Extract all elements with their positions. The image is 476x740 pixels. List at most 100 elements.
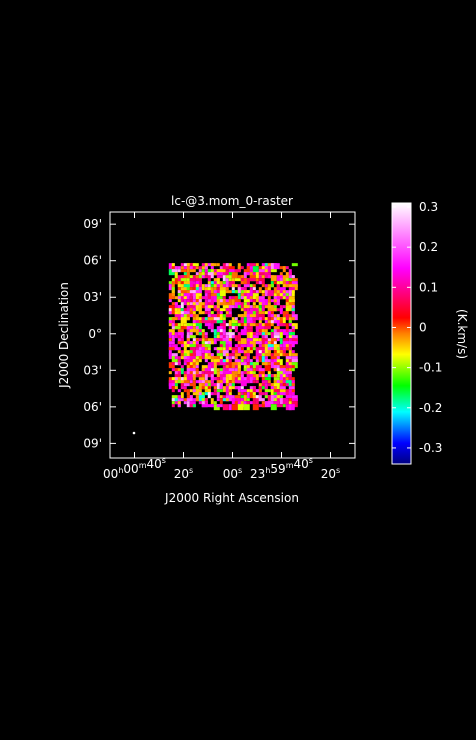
colorbar-tick-label: 0 [419, 320, 427, 334]
map-pixel [174, 278, 178, 285]
map-pixel [285, 374, 289, 378]
x-tick-value: 00 [123, 462, 138, 476]
map-pixel [225, 392, 229, 396]
x-tick-unit: s [238, 466, 242, 475]
map-pixel [222, 380, 226, 384]
map-pixel [291, 350, 295, 354]
x-tick-unit: s [309, 456, 313, 465]
map-pixel [204, 275, 208, 279]
map-pixel [195, 266, 199, 270]
x-tick-label: 00s [223, 466, 242, 481]
map-pixel [174, 266, 178, 270]
map-pixel [177, 269, 181, 273]
map-pixel [216, 293, 220, 297]
map-pixel [252, 272, 259, 276]
map-pixel [204, 272, 208, 276]
map-pixel [168, 284, 172, 291]
map-pixel [219, 332, 223, 336]
colorbar-tick-label: 0.2 [419, 240, 438, 254]
map-pixel [207, 275, 211, 279]
map-pixel [273, 335, 280, 339]
map-pixel [246, 314, 250, 318]
map-pixel [177, 350, 181, 354]
map-pixel [249, 320, 253, 324]
map-pixel [177, 299, 181, 303]
map-pixel [192, 263, 199, 267]
map-pixel [198, 371, 202, 375]
map-pixel [270, 338, 277, 342]
map-pixel [273, 401, 280, 405]
map-pixel [177, 356, 181, 360]
y-axis-label: J2000 Declination [57, 282, 71, 389]
map-pixel [195, 365, 199, 369]
map-pixel [180, 269, 187, 273]
map-pixel [252, 308, 259, 312]
map-pixel [285, 347, 289, 351]
map-pixel [267, 344, 274, 348]
map-pixel [255, 341, 262, 345]
map-pixel [210, 392, 214, 396]
map-pixel [252, 401, 256, 405]
map-pixel [261, 302, 265, 306]
map-pixel [213, 377, 217, 381]
map-pixel [234, 269, 241, 273]
map-pixel [240, 347, 244, 351]
map-pixel [216, 305, 220, 309]
map-pixel [264, 332, 268, 336]
map-pixel [177, 395, 181, 399]
map-pixel [186, 371, 190, 375]
map-pixel [264, 290, 268, 297]
map-pixel [243, 299, 250, 303]
map-pixel [246, 389, 250, 393]
map-pixel [219, 308, 226, 312]
map-pixel [210, 329, 214, 333]
map-pixel [249, 305, 253, 309]
map-pixel [249, 377, 253, 384]
map-pixel [276, 308, 280, 312]
map-pixel [252, 302, 256, 306]
map-pixel [171, 323, 175, 327]
map-pixel [291, 359, 298, 363]
chart-title: lc-@3.mom_0-raster [171, 194, 293, 208]
map-pixel [204, 338, 208, 342]
map-pixel [195, 341, 199, 345]
map-pixel [240, 389, 247, 393]
map-pixel [291, 275, 295, 279]
map-pixel [201, 353, 205, 360]
map-pixel [282, 266, 286, 273]
map-pixel [255, 296, 259, 303]
map-pixel [216, 278, 220, 282]
map-pixel [213, 368, 217, 375]
map-pixel [285, 314, 289, 321]
map-pixel [258, 275, 262, 279]
map-pixel [180, 296, 184, 303]
map-pixel [231, 380, 235, 384]
map-pixel [171, 404, 175, 408]
map-pixel [186, 287, 190, 291]
map-pixel [219, 395, 223, 399]
colorbar [391, 202, 412, 465]
map-pixel [189, 335, 196, 339]
map-pixel [237, 404, 244, 411]
moment-map-image [168, 263, 298, 411]
y-tick-labels: 09' 06' 03' 0° 03' 06' 09' [83, 217, 102, 450]
map-pixel [252, 395, 259, 399]
map-pixel [222, 329, 226, 336]
map-pixel [276, 338, 280, 342]
map-pixel [228, 278, 232, 282]
map-pixel [171, 401, 175, 405]
map-pixel [267, 347, 274, 351]
map-pixel [234, 317, 238, 321]
map-pixel [276, 356, 280, 360]
map-pixel [228, 305, 235, 309]
map-pixel [180, 380, 184, 384]
map-pixel [264, 389, 271, 393]
map-pixel [264, 377, 271, 381]
map-pixel [258, 374, 262, 378]
map-pixel [174, 314, 181, 318]
map-pixel [288, 272, 292, 276]
axis-ticks [110, 212, 355, 458]
map-pixel [261, 374, 265, 378]
map-pixel [255, 380, 259, 384]
map-pixel [195, 398, 199, 402]
